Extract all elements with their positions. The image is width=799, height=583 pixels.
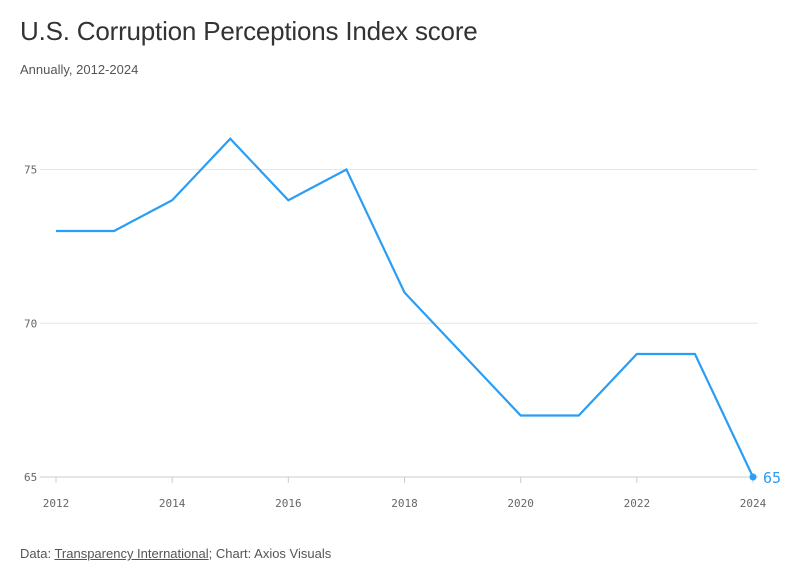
x-tick-label: 2024 — [740, 497, 767, 510]
y-tick-label: 65 — [24, 471, 37, 484]
chart-footer: Data: Transparency International; Chart:… — [20, 546, 331, 561]
end-value-label: 65 — [763, 469, 781, 487]
chart-subtitle: Annually, 2012-2024 — [20, 62, 139, 77]
x-tick-label: 2012 — [43, 497, 70, 510]
footer-suffix: ; Chart: Axios Visuals — [208, 546, 332, 561]
y-tick-label: 75 — [24, 164, 37, 177]
x-tick-label: 2018 — [391, 497, 418, 510]
footer-prefix: Data: — [20, 546, 55, 561]
y-tick-label: 70 — [24, 317, 37, 330]
x-tick-label: 2014 — [159, 497, 186, 510]
x-tick-label: 2022 — [624, 497, 651, 510]
x-tick-label: 2020 — [507, 497, 534, 510]
end-point — [749, 473, 757, 481]
source-link[interactable]: Transparency International — [54, 546, 209, 561]
x-tick-label: 2016 — [275, 497, 302, 510]
series-line — [56, 137, 754, 478]
chart-title: U.S. Corruption Perceptions Index score — [20, 16, 478, 46]
